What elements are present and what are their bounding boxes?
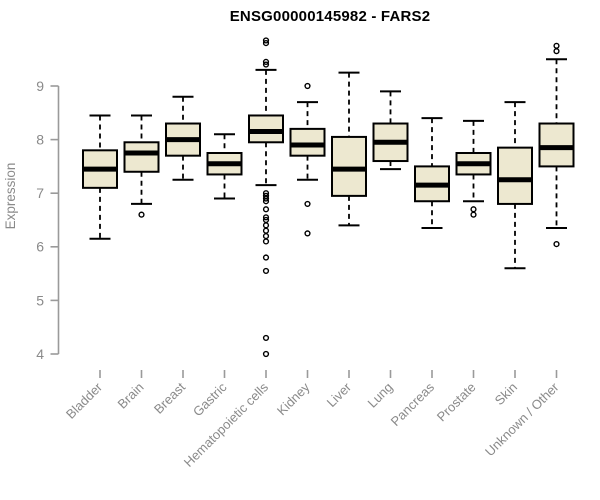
outlier-point (262, 350, 270, 358)
outlier-point (262, 267, 270, 275)
iqr-box (123, 141, 160, 173)
outlier-point (553, 48, 560, 55)
outlier-point (262, 222, 270, 229)
chart-title: ENSG00000145982 - FARS2 (229, 8, 431, 25)
outlier-point (470, 206, 477, 213)
outlier-point (262, 214, 270, 221)
y-tick-label: 5 (36, 292, 44, 308)
outlier-point (262, 232, 270, 240)
y-axis-label: Expression (3, 163, 18, 230)
outlier-point (470, 211, 477, 218)
outlier-point (304, 82, 311, 90)
outlier-point (262, 206, 270, 213)
x-category-label: Skin (492, 380, 520, 408)
outlier-point (262, 254, 270, 261)
iqr-box (497, 146, 533, 205)
outlier-point (262, 238, 270, 245)
y-tick-label: 6 (36, 239, 44, 255)
outlier-point (262, 37, 270, 44)
outlier-point (262, 195, 270, 202)
x-category-label: Prostate (434, 380, 479, 425)
y-tick-label: 7 (36, 185, 44, 201)
outlier-point (262, 61, 270, 68)
outlier-point (138, 211, 145, 218)
x-category-label: Bladder (63, 379, 106, 422)
x-category-label: Unknown / Other (482, 379, 562, 459)
outlier-point (304, 230, 311, 237)
outlier-point (262, 198, 270, 205)
outlier-point (262, 227, 270, 234)
x-category-label: Lung (365, 380, 396, 411)
iqr-box (331, 135, 367, 197)
outlier-point (262, 40, 270, 47)
outlier-point (304, 200, 311, 208)
iqr-box (289, 127, 326, 157)
iqr-box (538, 122, 575, 168)
outlier-point (553, 42, 560, 49)
outlier-point (262, 334, 270, 342)
y-tick-label: 9 (36, 78, 44, 94)
outlier-point (262, 58, 270, 65)
iqr-box (248, 114, 284, 144)
x-category-label: Brain (115, 380, 147, 412)
x-category-label: Liver (324, 379, 355, 410)
y-tick-label: 8 (36, 132, 44, 148)
y-tick-label: 4 (36, 346, 44, 362)
x-category-label: Kidney (274, 379, 313, 418)
x-category-label: Gastric (190, 379, 230, 419)
outlier-point (553, 241, 560, 248)
x-category-label: Pancreas (388, 379, 438, 429)
x-category-label: Breast (151, 379, 188, 416)
